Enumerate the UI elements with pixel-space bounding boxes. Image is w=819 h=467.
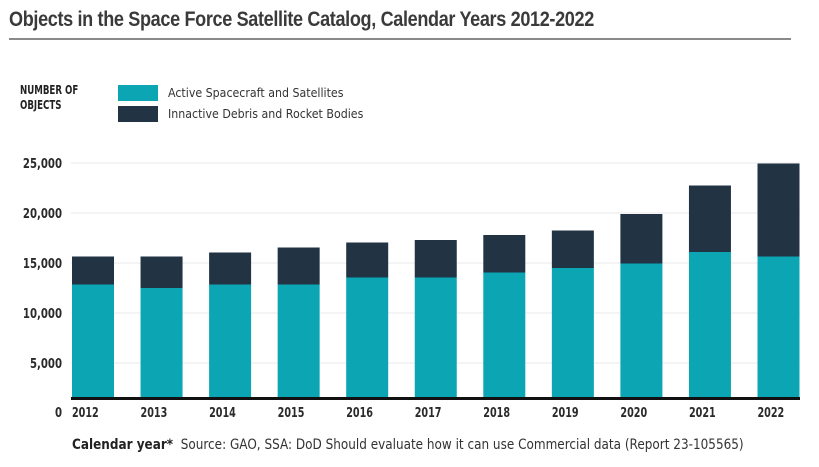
bar-active-2014 — [209, 284, 252, 398]
y-axis-title-line-2: OBJECTS — [20, 98, 62, 112]
bar-active-2018 — [483, 272, 526, 398]
x-tick-label: 2016 — [346, 404, 373, 420]
x-tick-label: 2019 — [552, 404, 579, 420]
y-tick-label: 20,000 — [23, 206, 62, 222]
bar-active-2012 — [72, 284, 114, 398]
footer: Calendar year* Source: GAO, SSA: DoD Sho… — [72, 437, 744, 453]
x-tick-label: 2015 — [278, 404, 305, 420]
x-tick-label: 2014 — [209, 404, 236, 420]
bar-inactive-2013 — [140, 256, 183, 288]
bar-active-2020 — [620, 263, 663, 398]
y-tick-label: 0 — [55, 405, 62, 421]
bar-active-2021 — [688, 252, 731, 398]
x-tick-label: 2017 — [415, 404, 442, 420]
y-axis-title-line-1: NUMBER OF — [20, 83, 79, 97]
x-tick-label: 2012 — [72, 404, 99, 420]
x-axis-title: Calendar year* — [72, 437, 174, 453]
y-tick-label: 10,000 — [23, 306, 62, 322]
bar-active-2019 — [551, 268, 594, 398]
x-tick-label: 2020 — [620, 404, 647, 420]
legend: Active Spacecraft and Satellites Innacti… — [118, 82, 380, 124]
bar-active-2013 — [140, 288, 183, 398]
bar-inactive-2016 — [346, 242, 389, 278]
bar-inactive-2019 — [551, 230, 594, 268]
y-tick-label: 25,000 — [23, 156, 62, 172]
bar-inactive-2022 — [757, 163, 800, 257]
title-divider — [9, 38, 791, 40]
bar-inactive-2015 — [277, 247, 320, 285]
bar-inactive-2012 — [72, 256, 114, 285]
legend-item-inactive: Innactive Debris and Rocket Bodies — [118, 103, 380, 124]
bar-active-2017 — [414, 277, 457, 398]
x-tick-label: 2018 — [483, 404, 510, 420]
y-axis-title: NUMBER OF OBJECTS — [20, 83, 78, 113]
bar-inactive-2018 — [483, 235, 526, 273]
legend-swatch-active — [118, 84, 158, 101]
y-tick-label: 5,000 — [30, 356, 62, 372]
x-tick-label: 2021 — [689, 404, 716, 420]
bar-inactive-2014 — [209, 252, 252, 285]
bar-inactive-2017 — [414, 240, 457, 278]
x-tick-label: 2013 — [141, 404, 168, 420]
bar-active-2015 — [277, 284, 320, 398]
bar-active-2022 — [757, 256, 800, 398]
legend-label-active: Active Spacecraft and Satellites — [168, 85, 344, 100]
x-axis-baseline — [71, 397, 800, 400]
y-tick-label: 15,000 — [23, 256, 62, 272]
bar-active-2016 — [346, 277, 389, 398]
source-note: Source: GAO, SSA: DoD Should evaluate ho… — [180, 437, 744, 453]
legend-swatch-inactive — [118, 105, 158, 122]
bar-inactive-2020 — [620, 214, 663, 264]
legend-label-inactive: Innactive Debris and Rocket Bodies — [168, 106, 364, 121]
x-tick-label: 2022 — [758, 404, 785, 420]
legend-item-active: Active Spacecraft and Satellites — [118, 82, 380, 103]
chart-title: Objects in the Space Force Satellite Cat… — [9, 8, 594, 31]
bar-inactive-2021 — [688, 185, 731, 252]
